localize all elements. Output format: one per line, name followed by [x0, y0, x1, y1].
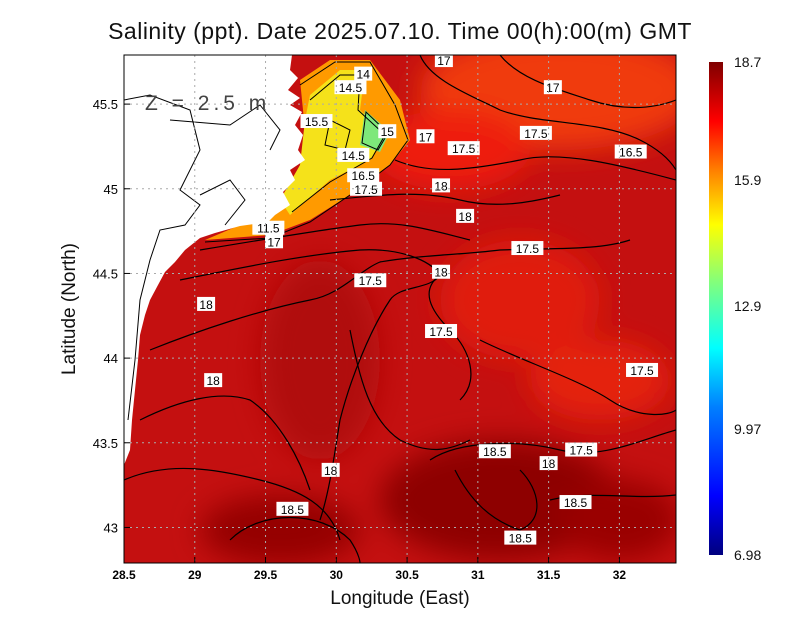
contour-label: 17.5 [516, 242, 540, 256]
contour-label: 17 [419, 130, 433, 144]
contour-label: 18.5 [509, 532, 533, 546]
contour-label: 17.5 [569, 444, 593, 458]
x-axis: 28.5 29 29.5 30 30.5 31 31.5 32 [112, 557, 626, 582]
contour-label: 16.5 [352, 169, 376, 183]
contour-label: 17.5 [354, 183, 378, 197]
contour-label-bg [378, 124, 397, 139]
y-tick-label: 43 [104, 520, 118, 535]
contour-label-bg [447, 141, 480, 156]
plume-contours [204, 61, 409, 243]
contour-label-bg [416, 129, 435, 144]
contour-label: 17.5 [359, 274, 383, 288]
contour-label: 14 [357, 68, 371, 82]
contour-label-bg [337, 147, 370, 162]
contour-label-bg [511, 241, 544, 256]
x-tick-label: 32 [613, 568, 627, 582]
contour-label-bg [252, 220, 285, 235]
y-tick-label: 45 [104, 182, 118, 197]
contour-label-bg [204, 373, 223, 388]
x-tick-label: 29.5 [254, 568, 278, 582]
y-tick-label: 45.5 [93, 97, 118, 112]
colorbar-tick-label: 6.98 [734, 547, 762, 563]
contour-label: 18.5 [483, 445, 507, 459]
contour-label: 17 [267, 235, 281, 249]
y-axis-label: Latitude (North) [59, 243, 80, 376]
y-tick-label: 43.5 [93, 436, 118, 451]
x-tick-label: 30.5 [395, 568, 419, 582]
contour-label: 18 [324, 464, 338, 478]
contour-label-bg [334, 80, 367, 95]
contour-label: 18 [434, 266, 448, 280]
colorbar-tick-label: 18.7 [734, 54, 762, 70]
contour-label-bg [478, 444, 511, 459]
contour-label: 17 [437, 54, 451, 68]
contour-label-bg [321, 462, 340, 477]
depth-label: Z = 2.5 m [145, 92, 270, 115]
x-tick-label: 31 [471, 568, 485, 582]
contour-label-bg [565, 442, 598, 457]
contour-label-bg [504, 530, 537, 545]
contour-label-bg [354, 66, 373, 81]
y-tick-label: 44 [104, 351, 118, 366]
contour-label-bg [300, 114, 333, 129]
contour-label-bg [626, 362, 659, 377]
contour-label-bg [276, 501, 309, 516]
x-tick-label: 31.5 [537, 568, 561, 582]
plot-frame [123, 54, 677, 564]
contour-label: 18 [199, 298, 213, 312]
x-axis-label: Longitude (East) [330, 588, 470, 609]
contour-lines [124, 55, 676, 563]
contour-label: 17.5 [524, 127, 548, 141]
contour-label: 15 [381, 125, 395, 139]
contour-label: 11.5 [257, 222, 280, 236]
contour-label: 18 [458, 210, 472, 224]
contour-label: 14.5 [342, 149, 366, 163]
contour-label: 16.5 [619, 146, 643, 160]
y-axis: 43 43.5 44 44.5 45 45.5 [93, 97, 130, 535]
contour-label: 17.5 [452, 142, 476, 156]
contour-label-bg [456, 208, 475, 223]
contour-label-bg [425, 324, 458, 339]
contour-label-bg [265, 234, 284, 249]
colorbar-tick-label: 15.9 [734, 171, 762, 188]
x-tick-label: 29 [188, 568, 202, 582]
plot-title: Salinity (ppt). Date 2025.07.10. Time 00… [108, 18, 692, 44]
x-tick-label: 30 [330, 568, 344, 582]
contour-label-bg [543, 80, 562, 95]
x-tick-label: 28.5 [112, 568, 136, 582]
colorbar-tick-label: 9.97 [734, 421, 762, 438]
contour-label-bg [614, 144, 647, 159]
contour-label-bg [434, 55, 453, 68]
y-tick-label: 44.5 [93, 266, 118, 281]
contour-label: 18 [206, 374, 220, 388]
contour-label: 17.5 [429, 325, 453, 339]
contour-label-bg [350, 181, 383, 196]
contour-label: 18.5 [564, 496, 588, 510]
colorbar-tick-label: 12.9 [734, 297, 762, 314]
contour-label-bg [347, 168, 380, 183]
contour-label: 14.5 [339, 81, 363, 95]
contour-label-bg [559, 495, 592, 510]
contour-label-bg [432, 264, 451, 279]
grid-lines [124, 55, 676, 563]
contour-label: 17.5 [630, 364, 654, 378]
contour-label: 18.5 [281, 503, 305, 517]
contour-label: 17 [546, 81, 560, 95]
colorbar [709, 62, 723, 555]
contour-label-bg [197, 296, 216, 311]
contour-label-bg [354, 273, 387, 288]
land-mask [124, 55, 305, 465]
contour-label: 15.5 [305, 115, 329, 129]
contour-label: 18 [434, 179, 448, 193]
contour-label-bg [519, 125, 552, 140]
